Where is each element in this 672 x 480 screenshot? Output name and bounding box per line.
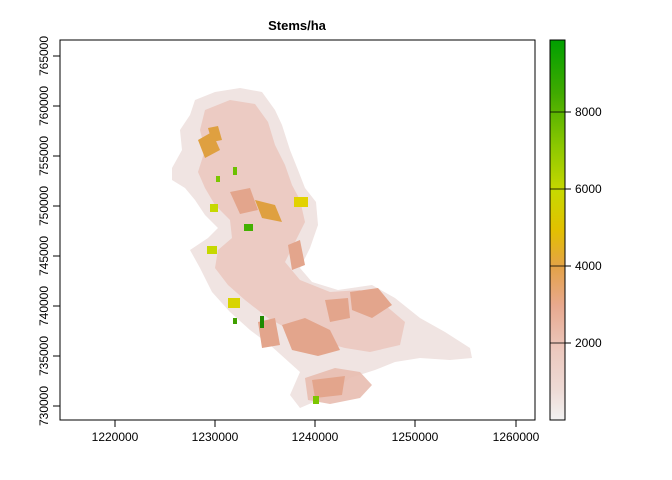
map-patch-green-1 xyxy=(244,224,253,231)
y-tick-label: 745000 xyxy=(37,236,51,276)
x-axis: 1220000 1230000 1240000 1250000 1260000 xyxy=(92,419,540,444)
color-legend: 2000 4000 6000 8000 xyxy=(549,39,602,421)
legend-tick-label: 6000 xyxy=(575,182,602,196)
y-tick-label: 740000 xyxy=(37,286,51,326)
map-patch-green-3 xyxy=(260,316,264,328)
map-patch-salmon-6 xyxy=(230,188,258,214)
y-tick-label: 730000 xyxy=(37,386,51,426)
x-tick-label: 1260000 xyxy=(493,430,540,444)
y-tick-label: 750000 xyxy=(37,186,51,226)
y-tick-label: 735000 xyxy=(37,336,51,376)
map-patch-yellow-2 xyxy=(210,204,218,212)
x-tick-label: 1220000 xyxy=(92,430,139,444)
map-patch-green-5 xyxy=(216,176,220,182)
map-patch-orange-2 xyxy=(255,200,282,222)
x-tick-label: 1230000 xyxy=(192,430,239,444)
map-patch-green-4 xyxy=(313,396,319,404)
y-tick-label: 760000 xyxy=(37,86,51,126)
map-patch-green-2 xyxy=(233,167,237,175)
map-patch-yellow-1 xyxy=(294,197,308,207)
map-patch-salmon-5 xyxy=(288,240,305,270)
map-patch-yellow-3 xyxy=(228,298,240,308)
legend-tick-label: 8000 xyxy=(575,105,602,119)
map-patch-salmon-4 xyxy=(312,376,345,398)
map-patch-orange-3 xyxy=(208,126,222,142)
map-patch-salmon-7 xyxy=(325,298,350,322)
legend-colorbar xyxy=(549,39,566,421)
x-tick-label: 1250000 xyxy=(392,430,439,444)
map-patch-salmon-1 xyxy=(282,318,340,356)
y-tick-label: 755000 xyxy=(37,136,51,176)
map-patch-green-6 xyxy=(233,318,237,324)
map-title: Stems/ha xyxy=(268,18,327,33)
legend-tick-label: 2000 xyxy=(575,336,602,350)
map-patch-yellow-4 xyxy=(207,246,217,254)
map-patch-salmon-2 xyxy=(350,288,392,318)
raster-map xyxy=(172,88,472,408)
y-axis: 730000 735000 740000 745000 750000 75500… xyxy=(37,36,61,426)
map-region-pink xyxy=(198,100,405,352)
legend-tick-label: 4000 xyxy=(575,259,602,273)
x-tick-label: 1240000 xyxy=(292,430,339,444)
y-tick-label: 765000 xyxy=(37,36,51,76)
